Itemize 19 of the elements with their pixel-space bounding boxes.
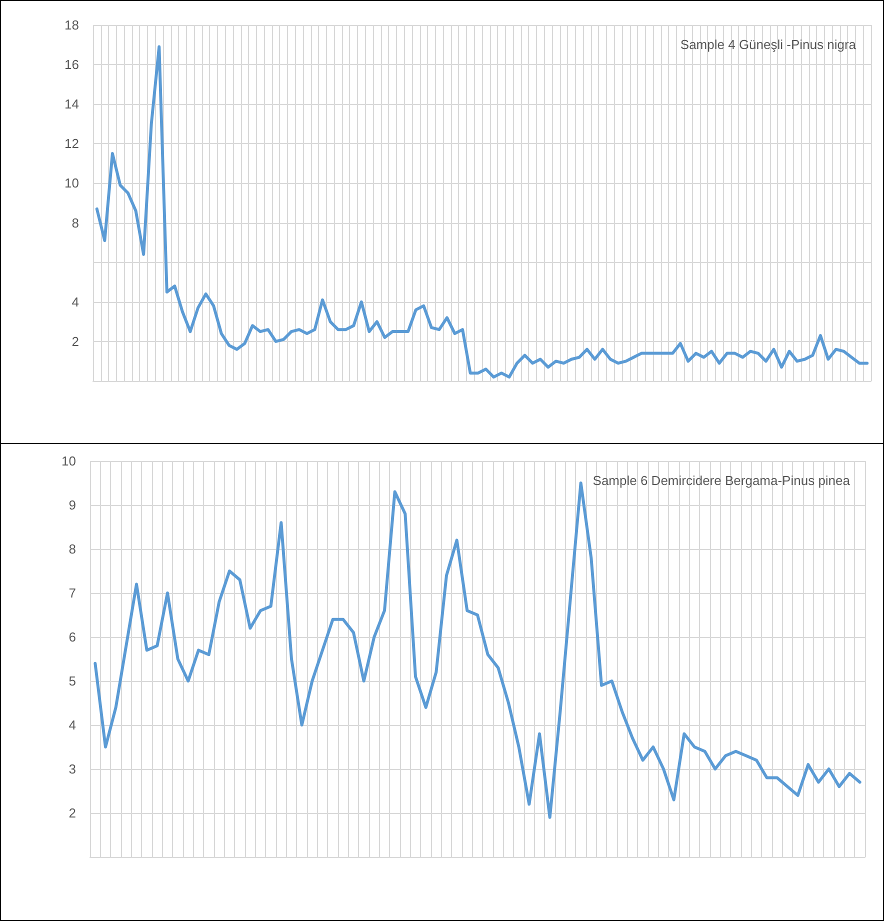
y-tick-label: 4 bbox=[72, 294, 79, 310]
y-tick-label: 14 bbox=[64, 96, 79, 112]
y-tick-label: 12 bbox=[64, 136, 79, 152]
y-tick-label: 4 bbox=[68, 718, 76, 732]
text: Sample 4 Güneşli -Pinus nigra bbox=[680, 37, 857, 52]
y-tick-label: 3 bbox=[68, 762, 76, 776]
y-tick-label: 8 bbox=[72, 215, 79, 230]
text: Sample 6 Demircidere Bergama-Pinus pinea bbox=[592, 473, 851, 488]
y-tick-label: 10 bbox=[62, 454, 76, 468]
y-tick-label: 2 bbox=[68, 806, 76, 820]
y-tick-label: 8 bbox=[68, 542, 76, 556]
y-tick-label: 16 bbox=[64, 57, 79, 72]
y-tick-label: 9 bbox=[68, 498, 76, 512]
y-tick-label: 7 bbox=[68, 586, 76, 600]
y-tick-label: 10 bbox=[64, 176, 79, 191]
y-tick-label: 6 bbox=[68, 630, 76, 644]
y-tick-label: 18 bbox=[64, 18, 79, 32]
y-tick-label: 5 bbox=[68, 674, 76, 688]
y-tick-label: 2 bbox=[72, 334, 79, 349]
